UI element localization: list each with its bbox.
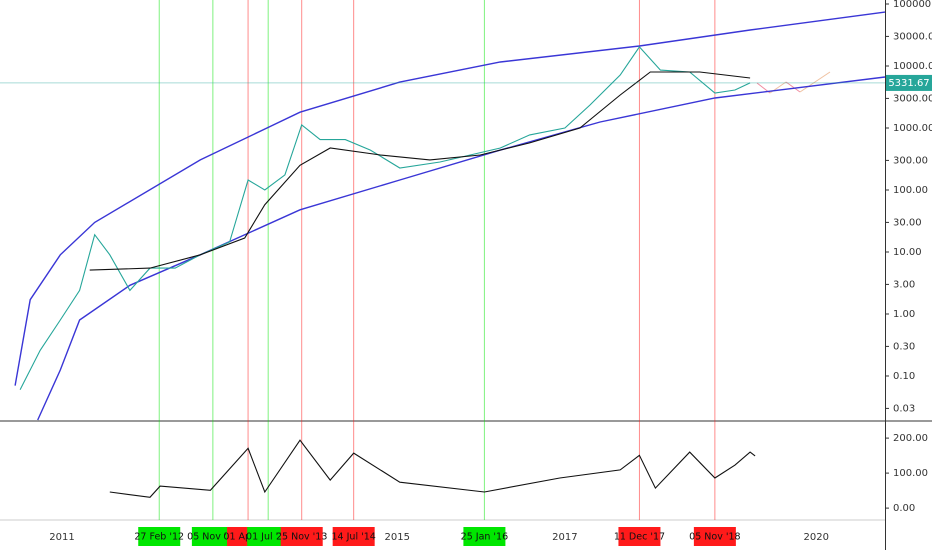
event-label-box — [463, 527, 506, 546]
series-line — [19, 46, 751, 390]
x-tick-label: 2011 — [49, 532, 74, 543]
y-tick-label: 0.03 — [893, 403, 915, 414]
last-price-box — [886, 74, 932, 91]
y-tick-label: 100000.00 — [893, 0, 932, 10]
y-tick-label: 100.00 — [893, 468, 928, 479]
y-tick-label: 3.00 — [893, 279, 915, 290]
x-tick-label: 2017 — [552, 532, 577, 543]
y-tick-label: 10000.00 — [893, 61, 932, 72]
x-tick-label: 2015 — [385, 532, 410, 543]
event-label-box — [247, 527, 290, 546]
x-tick-label: 2020 — [804, 532, 829, 543]
event-label: 25 Nov '13 — [276, 532, 327, 543]
event-label-box — [138, 527, 181, 546]
y-tick-label: 10.00 — [893, 247, 922, 258]
y-tick-label: 1.00 — [893, 309, 915, 320]
event-label-box — [280, 527, 323, 546]
event-label-box — [191, 527, 234, 546]
event-label: 14 Jul '14 — [332, 532, 376, 543]
series-line — [109, 439, 756, 498]
y-tick-label: 30000.00 — [893, 31, 932, 42]
y-tick-label: 100.00 — [893, 185, 928, 196]
last-price-label: 5331.67 — [888, 78, 929, 89]
event-label: 05 Nov '12 — [187, 532, 238, 543]
y-tick-label: 300.00 — [893, 155, 928, 166]
y-tick-label: 1000.00 — [893, 123, 932, 134]
y-tick-label: 0.10 — [893, 371, 915, 382]
event-label: 01 Jul '13 — [246, 532, 290, 543]
series-line — [37, 76, 886, 421]
y-tick-label: 3000.00 — [893, 93, 932, 104]
event-label-box — [618, 527, 661, 546]
y-tick-label: 0.00 — [893, 503, 915, 514]
series-line — [89, 71, 751, 271]
series-line — [14, 11, 886, 386]
event-label: 25 Jan '16 — [461, 532, 508, 543]
event-label-box — [693, 527, 736, 546]
y-tick-label: 30.00 — [893, 217, 922, 228]
y-tick-label: 0.30 — [893, 341, 915, 352]
event-label-box — [332, 527, 375, 546]
event-label: 05 Nov '18 — [689, 532, 740, 543]
y-tick-label: 200.00 — [893, 433, 928, 444]
event-label: 11 Dec '17 — [614, 532, 665, 543]
event-label: 27 Feb '12 — [134, 532, 184, 543]
